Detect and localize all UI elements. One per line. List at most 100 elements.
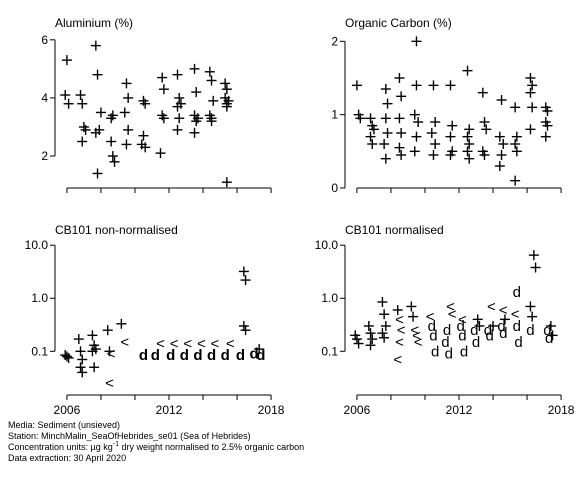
y-tick-label: 6 — [41, 33, 48, 47]
data-point-plus — [77, 98, 88, 109]
x-tick-label: 2006 — [344, 403, 371, 417]
data-point-plus — [540, 131, 551, 142]
data-point-less-than: < — [446, 298, 455, 315]
data-point-plus — [365, 113, 376, 124]
data-point-plus — [379, 309, 390, 320]
data-point-plus — [409, 146, 420, 157]
data-point-plus — [351, 334, 362, 345]
data-point-plus — [355, 113, 366, 124]
data-point-plus — [527, 311, 538, 322]
footer-station: Station: MinchMalin_SeaOfHebrides_se01 (… — [8, 431, 251, 441]
y-tick-label: 10.0 — [25, 238, 49, 252]
data-point-plus — [223, 95, 234, 106]
data-point-plus — [75, 362, 86, 373]
data-point-plus — [464, 124, 475, 135]
data-point-d: d — [441, 334, 449, 351]
y-tick-label: 2 — [41, 149, 48, 163]
data-point-plus — [379, 332, 390, 343]
data-point-plus — [121, 78, 132, 89]
data-point-plus — [140, 98, 151, 109]
y-tick-label: 1.0 — [31, 291, 48, 305]
data-point-plus — [92, 168, 103, 179]
data-point-plus — [140, 142, 151, 153]
data-point-less-than: < — [395, 311, 404, 328]
data-point-plus — [123, 92, 134, 103]
footer-notes: Media: Sediment (unsieved) Station: Minc… — [8, 420, 304, 464]
data-point-d: d — [545, 330, 553, 347]
data-point-d: d — [256, 347, 265, 364]
data-point-plus — [90, 40, 101, 51]
data-point-plus — [394, 142, 405, 153]
data-point-plus — [368, 124, 379, 135]
data-point-plus — [462, 146, 473, 157]
data-point-d: d — [445, 346, 453, 363]
data-point-plus — [221, 101, 232, 112]
data-point-plus — [474, 320, 485, 331]
data-point-plus — [413, 117, 424, 127]
data-point-plus — [394, 113, 405, 124]
data-point-plus — [63, 98, 74, 109]
data-point-d: d — [193, 347, 202, 364]
data-point-plus — [409, 109, 420, 120]
data-point-plus — [499, 314, 510, 325]
data-point-plus — [191, 87, 202, 98]
data-point-plus — [351, 80, 362, 91]
data-point-less-than: < — [414, 334, 423, 351]
data-point-d: d — [513, 318, 521, 335]
x-tick-label: 2018 — [548, 403, 575, 417]
data-point-plus — [157, 72, 168, 83]
chart-title: Aluminium (%) — [55, 16, 133, 30]
data-point-plus — [123, 124, 134, 135]
data-point-plus — [430, 117, 441, 127]
y-tick-label: 0 — [331, 181, 338, 195]
data-point-plus — [172, 124, 183, 135]
data-point-less-than: < — [458, 311, 467, 328]
data-point-plus — [527, 80, 538, 91]
chart-panel-2: Organic Carbon (%) 0 1 2 — [331, 16, 562, 195]
data-point-less-than: < — [226, 336, 235, 353]
data-point-less-than: < — [426, 309, 435, 326]
data-point-plus — [464, 139, 475, 149]
data-point-plus — [61, 55, 72, 66]
y-tick-label: 0.1 — [321, 344, 338, 358]
data-point-plus — [481, 124, 492, 135]
data-point-plus — [498, 139, 509, 149]
data-point-plus — [525, 301, 536, 312]
data-point-less-than: < — [105, 375, 114, 392]
data-point-plus — [238, 320, 249, 331]
data-point-plus — [189, 127, 200, 138]
data-point-plus — [445, 80, 456, 91]
data-point-plus — [530, 262, 541, 273]
data-point-d: d — [458, 327, 466, 344]
data-point-d: d — [526, 322, 534, 339]
y-tick-label: 0.1 — [31, 344, 48, 358]
data-point-less-than: < — [410, 322, 419, 339]
data-point-plus — [479, 150, 490, 160]
footer-units-sup: -1 — [112, 441, 119, 448]
data-point-plus — [380, 113, 391, 124]
data-point-d: d — [428, 318, 436, 335]
data-point-plus — [87, 330, 98, 341]
data-point-plus — [496, 95, 507, 105]
data-point-plus — [92, 69, 103, 80]
data-point-plus — [104, 346, 115, 357]
data-point-plus — [240, 275, 251, 286]
data-point-less-than: < — [397, 322, 406, 339]
chart-panel-1: Aluminium (%) 2 4 6 — [41, 16, 272, 193]
data-point-plus — [87, 346, 98, 357]
data-point-plus — [380, 84, 391, 94]
footer-extraction: Data extraction: 30 April 2020 — [8, 453, 127, 463]
data-point-plus — [365, 131, 376, 142]
data-point-plus — [204, 66, 215, 77]
data-point-plus — [408, 311, 419, 322]
data-point-plus — [445, 150, 456, 160]
data-point-less-than: < — [107, 346, 116, 363]
data-point-less-than: < — [395, 334, 404, 351]
data-point-plus — [411, 36, 422, 47]
data-point-plus — [542, 120, 553, 131]
data-point-plus — [172, 69, 183, 80]
data-point-plus — [174, 113, 185, 124]
data-point-d: d — [485, 327, 493, 344]
data-point-plus — [353, 338, 364, 349]
